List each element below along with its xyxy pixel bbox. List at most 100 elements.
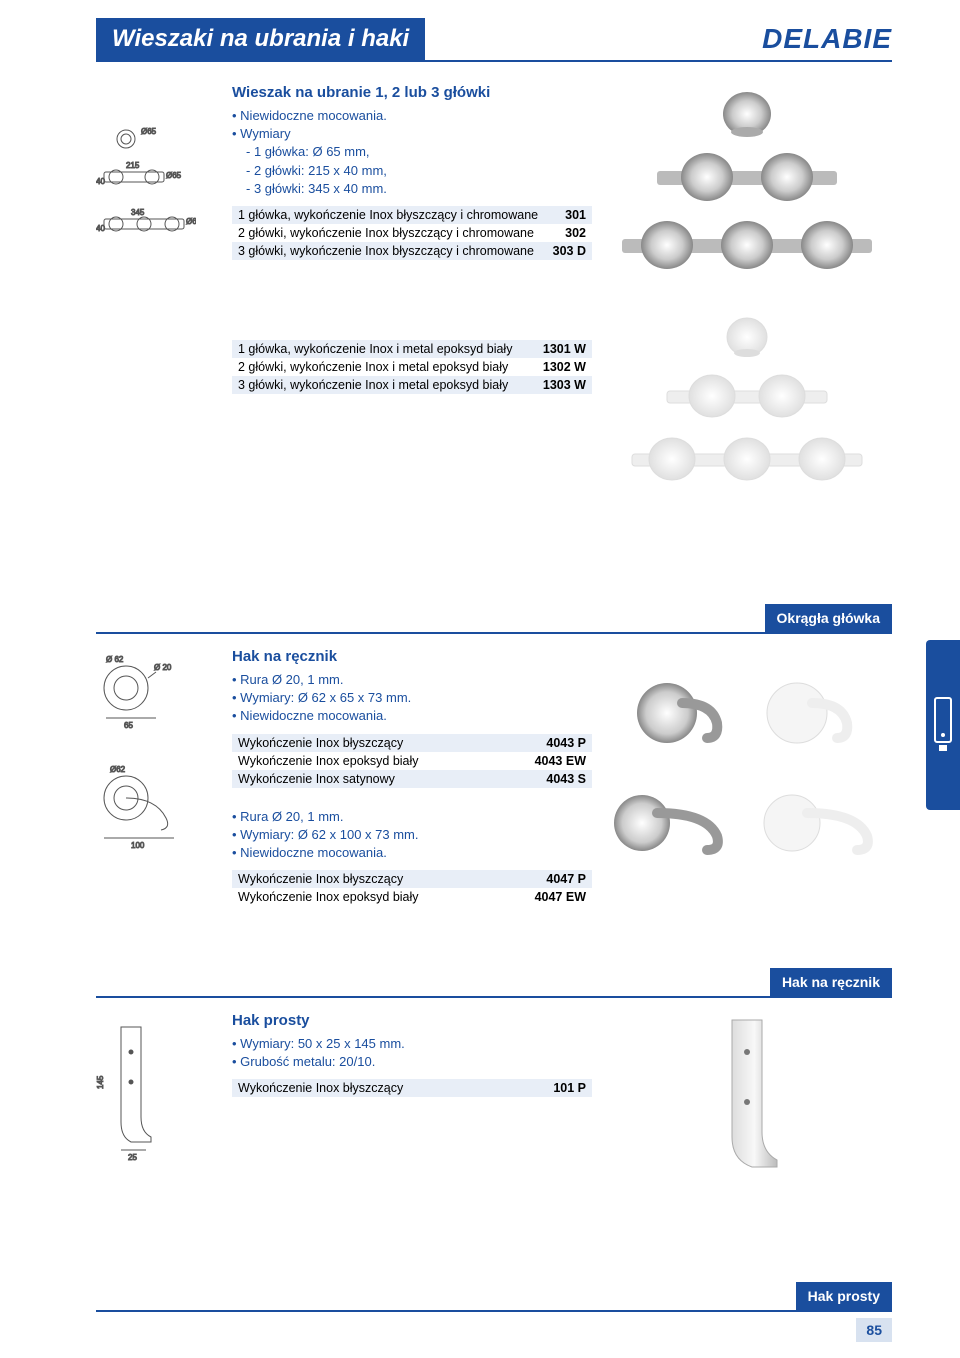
spec-row: Wykończenie Inox błyszczący 4043 P xyxy=(232,734,592,752)
sub-bullet: - 2 główki: 215 x 40 mm, xyxy=(232,162,592,180)
bullets: Rura Ø 20, 1 mm. Wymiary: Ø 62 x 65 x 73… xyxy=(232,671,592,726)
section-divider: Hak prosty xyxy=(96,1282,892,1312)
spec-code: 4043 S xyxy=(546,772,586,786)
product-image xyxy=(757,778,887,868)
spec-table: Wykończenie Inox błyszczący 101 P xyxy=(232,1079,592,1097)
product-group-towel-hook: Ø 62 Ø 20 65 Ø62 100 Hak na ręcznik Rura… xyxy=(96,648,892,958)
sub-bullet: - 3 główki: 345 x 40 mm. xyxy=(232,180,592,198)
svg-text:Ø 20: Ø 20 xyxy=(154,663,172,672)
bullet: Niewidoczne mocowania. xyxy=(232,107,592,125)
section-label: Hak na ręcznik xyxy=(770,968,892,996)
spec-table-b: 1 główka, wykończenie Inox i metal epoks… xyxy=(232,340,592,394)
product-image xyxy=(707,1012,787,1182)
spec-table-a: 1 główka, wykończenie Inox błyszczący i … xyxy=(232,206,592,260)
spec-code: 303 D xyxy=(553,244,586,258)
diagram-col: Ø65 215 Ø65 40 345 Ø65 40 xyxy=(96,84,232,594)
bullet: Wymiary: 50 x 25 x 145 mm. xyxy=(232,1035,592,1053)
page-number: 85 xyxy=(856,1318,892,1342)
product-group-hooks: Ø65 215 Ø65 40 345 Ø65 40 Wieszak na ubr… xyxy=(96,84,892,594)
product-image xyxy=(607,778,737,868)
bullet: Grubość metalu: 20/10. xyxy=(232,1053,592,1071)
spec-row: Wykończenie Inox błyszczący 101 P xyxy=(232,1079,592,1097)
spec-desc: 3 główki, wykończenie Inox i metal epoks… xyxy=(238,378,508,392)
spec-row: Wykończenie Inox satynowy 4043 S xyxy=(232,770,592,788)
svg-text:Ø65: Ø65 xyxy=(141,127,157,136)
side-tab-icon xyxy=(926,640,960,810)
product-images xyxy=(602,84,892,487)
svg-text:345: 345 xyxy=(131,208,145,217)
spec-table: Wykończenie Inox błyszczący 4043 P Wykoń… xyxy=(232,734,592,788)
page-title: Wieszaki na ubrania i haki xyxy=(96,18,425,60)
bullet: Niewidoczne mocowania. xyxy=(232,707,592,725)
bullet: Wymiary: Ø 62 x 65 x 73 mm. xyxy=(232,689,592,707)
spec-desc: 3 główki, wykończenie Inox błyszczący i … xyxy=(238,244,534,258)
spec-desc: 1 główka, wykończenie Inox i metal epoks… xyxy=(238,342,512,356)
spec-desc: 2 główki, wykończenie Inox błyszczący i … xyxy=(238,226,534,240)
product-title: Hak na ręcznik xyxy=(232,648,592,665)
spec-desc: Wykończenie Inox błyszczący xyxy=(238,872,403,886)
spec-desc: Wykończenie Inox epoksyd biały xyxy=(238,890,419,904)
svg-text:Ø65: Ø65 xyxy=(166,171,182,180)
spec-code: 1303 W xyxy=(543,378,586,392)
svg-text:Ø65: Ø65 xyxy=(186,217,196,226)
product-images xyxy=(602,668,892,868)
svg-text:40: 40 xyxy=(96,177,105,186)
spec-row: 3 główki, wykończenie Inox i metal epoks… xyxy=(232,376,592,394)
content-area: Ø65 215 Ø65 40 345 Ø65 40 Wieszak na ubr… xyxy=(96,84,892,1318)
product-title: Wieszak na ubranie 1, 2 lub 3 główki xyxy=(232,84,592,101)
diagram-col: Ø 62 Ø 20 65 Ø62 100 xyxy=(96,648,232,958)
svg-text:145: 145 xyxy=(96,1075,105,1089)
spec-code: 1301 W xyxy=(543,342,586,356)
product-images xyxy=(602,1012,892,1182)
sub-bullet: - 1 główka: Ø 65 mm, xyxy=(232,143,592,161)
svg-text:Ø 62: Ø 62 xyxy=(106,655,124,664)
svg-text:Ø62: Ø62 xyxy=(110,765,126,774)
svg-text:65: 65 xyxy=(124,721,133,730)
section-label: Okrągła główka xyxy=(765,604,892,632)
product-image xyxy=(647,147,847,207)
bullet: Wymiary xyxy=(232,125,592,143)
bullet: Wymiary: Ø 62 x 100 x 73 mm. xyxy=(232,826,592,844)
diagram-svg: Ø65 215 Ø65 40 345 Ø65 40 xyxy=(96,124,196,274)
spec-desc: 2 główki, wykończenie Inox i metal epoks… xyxy=(238,360,508,374)
spec-code: 4047 EW xyxy=(535,890,586,904)
spec-desc: Wykończenie Inox satynowy xyxy=(238,772,395,786)
spec-code: 1302 W xyxy=(543,360,586,374)
bullets: Rura Ø 20, 1 mm. Wymiary: Ø 62 x 100 x 7… xyxy=(232,808,592,863)
product-image xyxy=(617,215,877,275)
spec-row: 1 główka, wykończenie Inox błyszczący i … xyxy=(232,206,592,224)
section-label: Hak prosty xyxy=(796,1282,892,1310)
section-divider: Okrągła główka xyxy=(96,604,892,634)
bullet: Rura Ø 20, 1 mm. xyxy=(232,808,592,826)
bullets: Wymiary: 50 x 25 x 145 mm. Grubość metal… xyxy=(232,1035,592,1071)
page-header: Wieszaki na ubrania i haki DELABIE xyxy=(96,18,892,62)
bullet: Niewidoczne mocowania. xyxy=(232,844,592,862)
svg-text:215: 215 xyxy=(126,161,140,170)
spec-row: Wykończenie Inox epoksyd biały 4047 EW xyxy=(232,888,592,906)
product-image xyxy=(712,84,782,139)
section-divider: Hak na ręcznik xyxy=(96,968,892,998)
spec-desc: Wykończenie Inox błyszczący xyxy=(238,736,403,750)
spec-code: 302 xyxy=(565,226,586,240)
bullets: Niewidoczne mocowania. Wymiary - 1 główk… xyxy=(232,107,592,198)
brand-logo: DELABIE xyxy=(762,18,892,60)
svg-text:25: 25 xyxy=(128,1153,137,1162)
product-image xyxy=(717,311,777,361)
product-group-simple-hook: 145 25 Hak prosty Wymiary: 50 x 25 x 145… xyxy=(96,1012,892,1272)
spec-desc: 1 główka, wykończenie Inox błyszczący i … xyxy=(238,208,538,222)
svg-text:100: 100 xyxy=(131,841,145,850)
spec-desc: Wykończenie Inox błyszczący xyxy=(238,1081,403,1095)
bullet: Rura Ø 20, 1 mm. xyxy=(232,671,592,689)
spec-row: 2 główki, wykończenie Inox i metal epoks… xyxy=(232,358,592,376)
diagram-svg: Ø 62 Ø 20 65 Ø62 100 xyxy=(96,648,196,898)
product-image xyxy=(657,369,837,424)
spec-desc: Wykończenie Inox epoksyd biały xyxy=(238,754,419,768)
svg-text:40: 40 xyxy=(96,224,105,233)
spec-table: Wykończenie Inox błyszczący 4047 P Wykoń… xyxy=(232,870,592,906)
product-image xyxy=(757,668,867,758)
spec-row: Wykończenie Inox epoksyd biały 4043 EW xyxy=(232,752,592,770)
spec-row: 1 główka, wykończenie Inox i metal epoks… xyxy=(232,340,592,358)
spec-code: 4043 EW xyxy=(535,754,586,768)
diagram-svg: 145 25 xyxy=(96,1022,166,1162)
spec-code: 301 xyxy=(565,208,586,222)
